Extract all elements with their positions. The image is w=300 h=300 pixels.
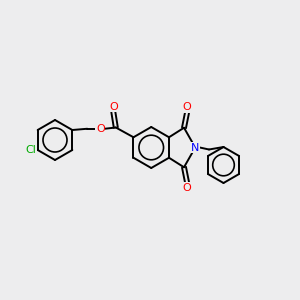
Text: Cl: Cl: [25, 145, 36, 155]
Text: N: N: [191, 142, 200, 152]
Text: O: O: [109, 101, 118, 112]
Text: O: O: [183, 102, 191, 112]
Text: O: O: [96, 124, 105, 134]
Text: O: O: [183, 183, 191, 193]
